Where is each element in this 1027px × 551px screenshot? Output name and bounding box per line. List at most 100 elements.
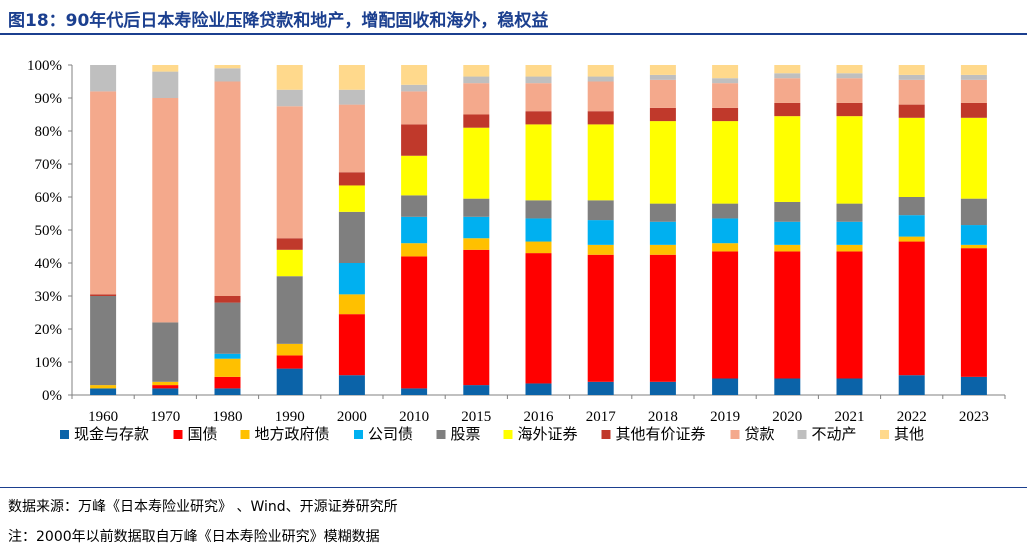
bar-segment-2019-6	[712, 107, 739, 122]
legend-swatch-6	[601, 430, 611, 439]
bar-segment-1960-8	[90, 65, 117, 92]
bar-segment-2017-8	[587, 76, 614, 82]
bar-segment-1980-6	[214, 296, 241, 303]
bar-segment-2018-6	[649, 107, 676, 122]
bar-segment-2000-4	[338, 211, 365, 263]
x-tick-label: 2019	[710, 409, 740, 425]
bar-segment-2021-6	[836, 102, 863, 117]
bar-segment-2010-8	[401, 84, 428, 92]
bar-segment-2016-5	[525, 124, 552, 201]
bar-segment-2020-0	[774, 378, 801, 395]
bar-segment-1960-4	[90, 296, 117, 386]
bar-segment-2000-3	[338, 263, 365, 295]
bar-segment-2000-6	[338, 172, 365, 186]
y-tick-label: 50%	[35, 223, 63, 239]
bar-segment-2023-6	[960, 102, 987, 118]
bar-segment-1980-9	[214, 65, 241, 69]
bar-segment-1970-1	[152, 385, 179, 389]
bar-segment-2018-9	[649, 65, 676, 75]
bar-segment-1990-8	[276, 89, 303, 107]
legend-swatch-5	[503, 430, 513, 439]
legend-swatch-3	[354, 430, 363, 439]
bar-segment-1990-0	[276, 368, 303, 395]
bar-segment-2010-6	[401, 124, 428, 156]
bar-segment-2018-5	[649, 121, 676, 204]
bar-segment-2023-1	[960, 248, 987, 377]
footnote: 注：2000年以前数据取自万峰《日本寿险业研究》模糊数据	[8, 529, 380, 545]
bar-segment-2019-1	[712, 251, 739, 379]
bar-segment-2016-2	[525, 241, 552, 254]
stacked-bar-chart: 0% 10% 20% 30% 40% 50% 60% 70% 80% 90% 100% 1960 197…	[27, 58, 1006, 443]
bar-segment-2019-0	[712, 378, 739, 395]
bar-segment-2019-4	[712, 203, 739, 219]
bar-segment-2015-4	[463, 198, 490, 217]
x-tick-label: 2023	[959, 409, 989, 425]
title-rule	[0, 33, 1027, 35]
legend-label-0: 现金与存款	[74, 425, 149, 443]
bar-segment-2022-7	[898, 79, 925, 105]
y-tick-label: 90%	[35, 91, 63, 107]
bar-segment-1960-0	[90, 388, 117, 395]
bar-segment-2021-5	[836, 116, 863, 204]
bar-segment-2015-8	[463, 76, 490, 84]
bar-segment-2021-8	[836, 73, 863, 79]
y-tick-label: 60%	[35, 190, 63, 206]
x-tick-label: 1990	[275, 409, 305, 425]
x-tick-label: 1960	[88, 409, 118, 425]
bar-segment-2016-4	[525, 200, 552, 219]
bar-segment-2000-8	[338, 89, 365, 105]
bar-segment-2015-7	[463, 83, 490, 115]
bar-segment-1970-4	[152, 322, 179, 382]
legend-label-2: 地方政府债	[255, 425, 330, 443]
bar-segment-2010-3	[401, 216, 428, 244]
bar-segment-2023-2	[960, 244, 987, 249]
legend-label-6: 其他有价证券	[616, 425, 706, 443]
y-tick-label: 30%	[35, 289, 63, 305]
legend-label-3: 公司债	[368, 425, 413, 443]
bar-segment-2000-2	[338, 294, 365, 315]
legend-swatch-9	[880, 430, 889, 439]
bar-segment-2023-7	[960, 79, 987, 103]
bar-segment-2020-4	[774, 201, 801, 222]
bar-segment-1990-5	[276, 249, 303, 277]
bar-segment-2020-3	[774, 221, 801, 245]
bar-segment-2010-7	[401, 91, 428, 125]
y-tick-label: 80%	[35, 124, 63, 140]
bar-segment-1980-4	[214, 302, 241, 354]
bar-segment-1990-2	[276, 343, 303, 356]
bar-segment-2000-5	[338, 185, 365, 212]
legend-swatch-0	[60, 430, 69, 439]
bar-segment-2020-1	[774, 251, 801, 379]
y-tick-label: 100%	[27, 58, 62, 74]
bar-segment-2023-9	[960, 65, 987, 75]
bar-segment-2017-9	[587, 65, 614, 77]
bar-segment-1980-7	[214, 81, 241, 296]
bar-segment-2015-2	[463, 238, 490, 250]
bar-segment-2018-0	[649, 381, 676, 395]
bar-segment-2018-8	[649, 74, 676, 80]
bar-segment-2017-1	[587, 254, 614, 382]
bar-segment-2022-6	[898, 104, 925, 118]
bar-segment-1970-7	[152, 98, 179, 323]
bar-segment-2017-5	[587, 124, 614, 201]
bar-segment-1980-0	[214, 388, 241, 395]
bar-segment-2023-8	[960, 74, 987, 80]
bar-segment-1980-3	[214, 353, 241, 359]
bar-segment-2016-1	[525, 253, 552, 384]
bar-segment-2022-3	[898, 215, 925, 237]
bar-segment-2019-3	[712, 218, 739, 244]
bar-segment-2016-7	[525, 83, 552, 112]
bar-segment-2021-0	[836, 378, 863, 395]
legend-label-1: 国债	[188, 425, 218, 443]
bar-segment-2017-3	[587, 220, 614, 245]
bar-segment-2015-6	[463, 114, 490, 128]
x-tick-label: 2000	[337, 409, 367, 425]
bar-segment-2020-2	[774, 244, 801, 252]
y-tick-label: 20%	[35, 322, 63, 338]
bar-segment-1980-8	[214, 68, 241, 82]
bar-segment-2023-5	[960, 117, 987, 199]
bar-segment-2019-8	[712, 78, 739, 84]
bar-segment-1970-2	[152, 381, 179, 386]
bar-segment-2020-9	[774, 65, 801, 74]
bar-segment-2017-4	[587, 200, 614, 221]
